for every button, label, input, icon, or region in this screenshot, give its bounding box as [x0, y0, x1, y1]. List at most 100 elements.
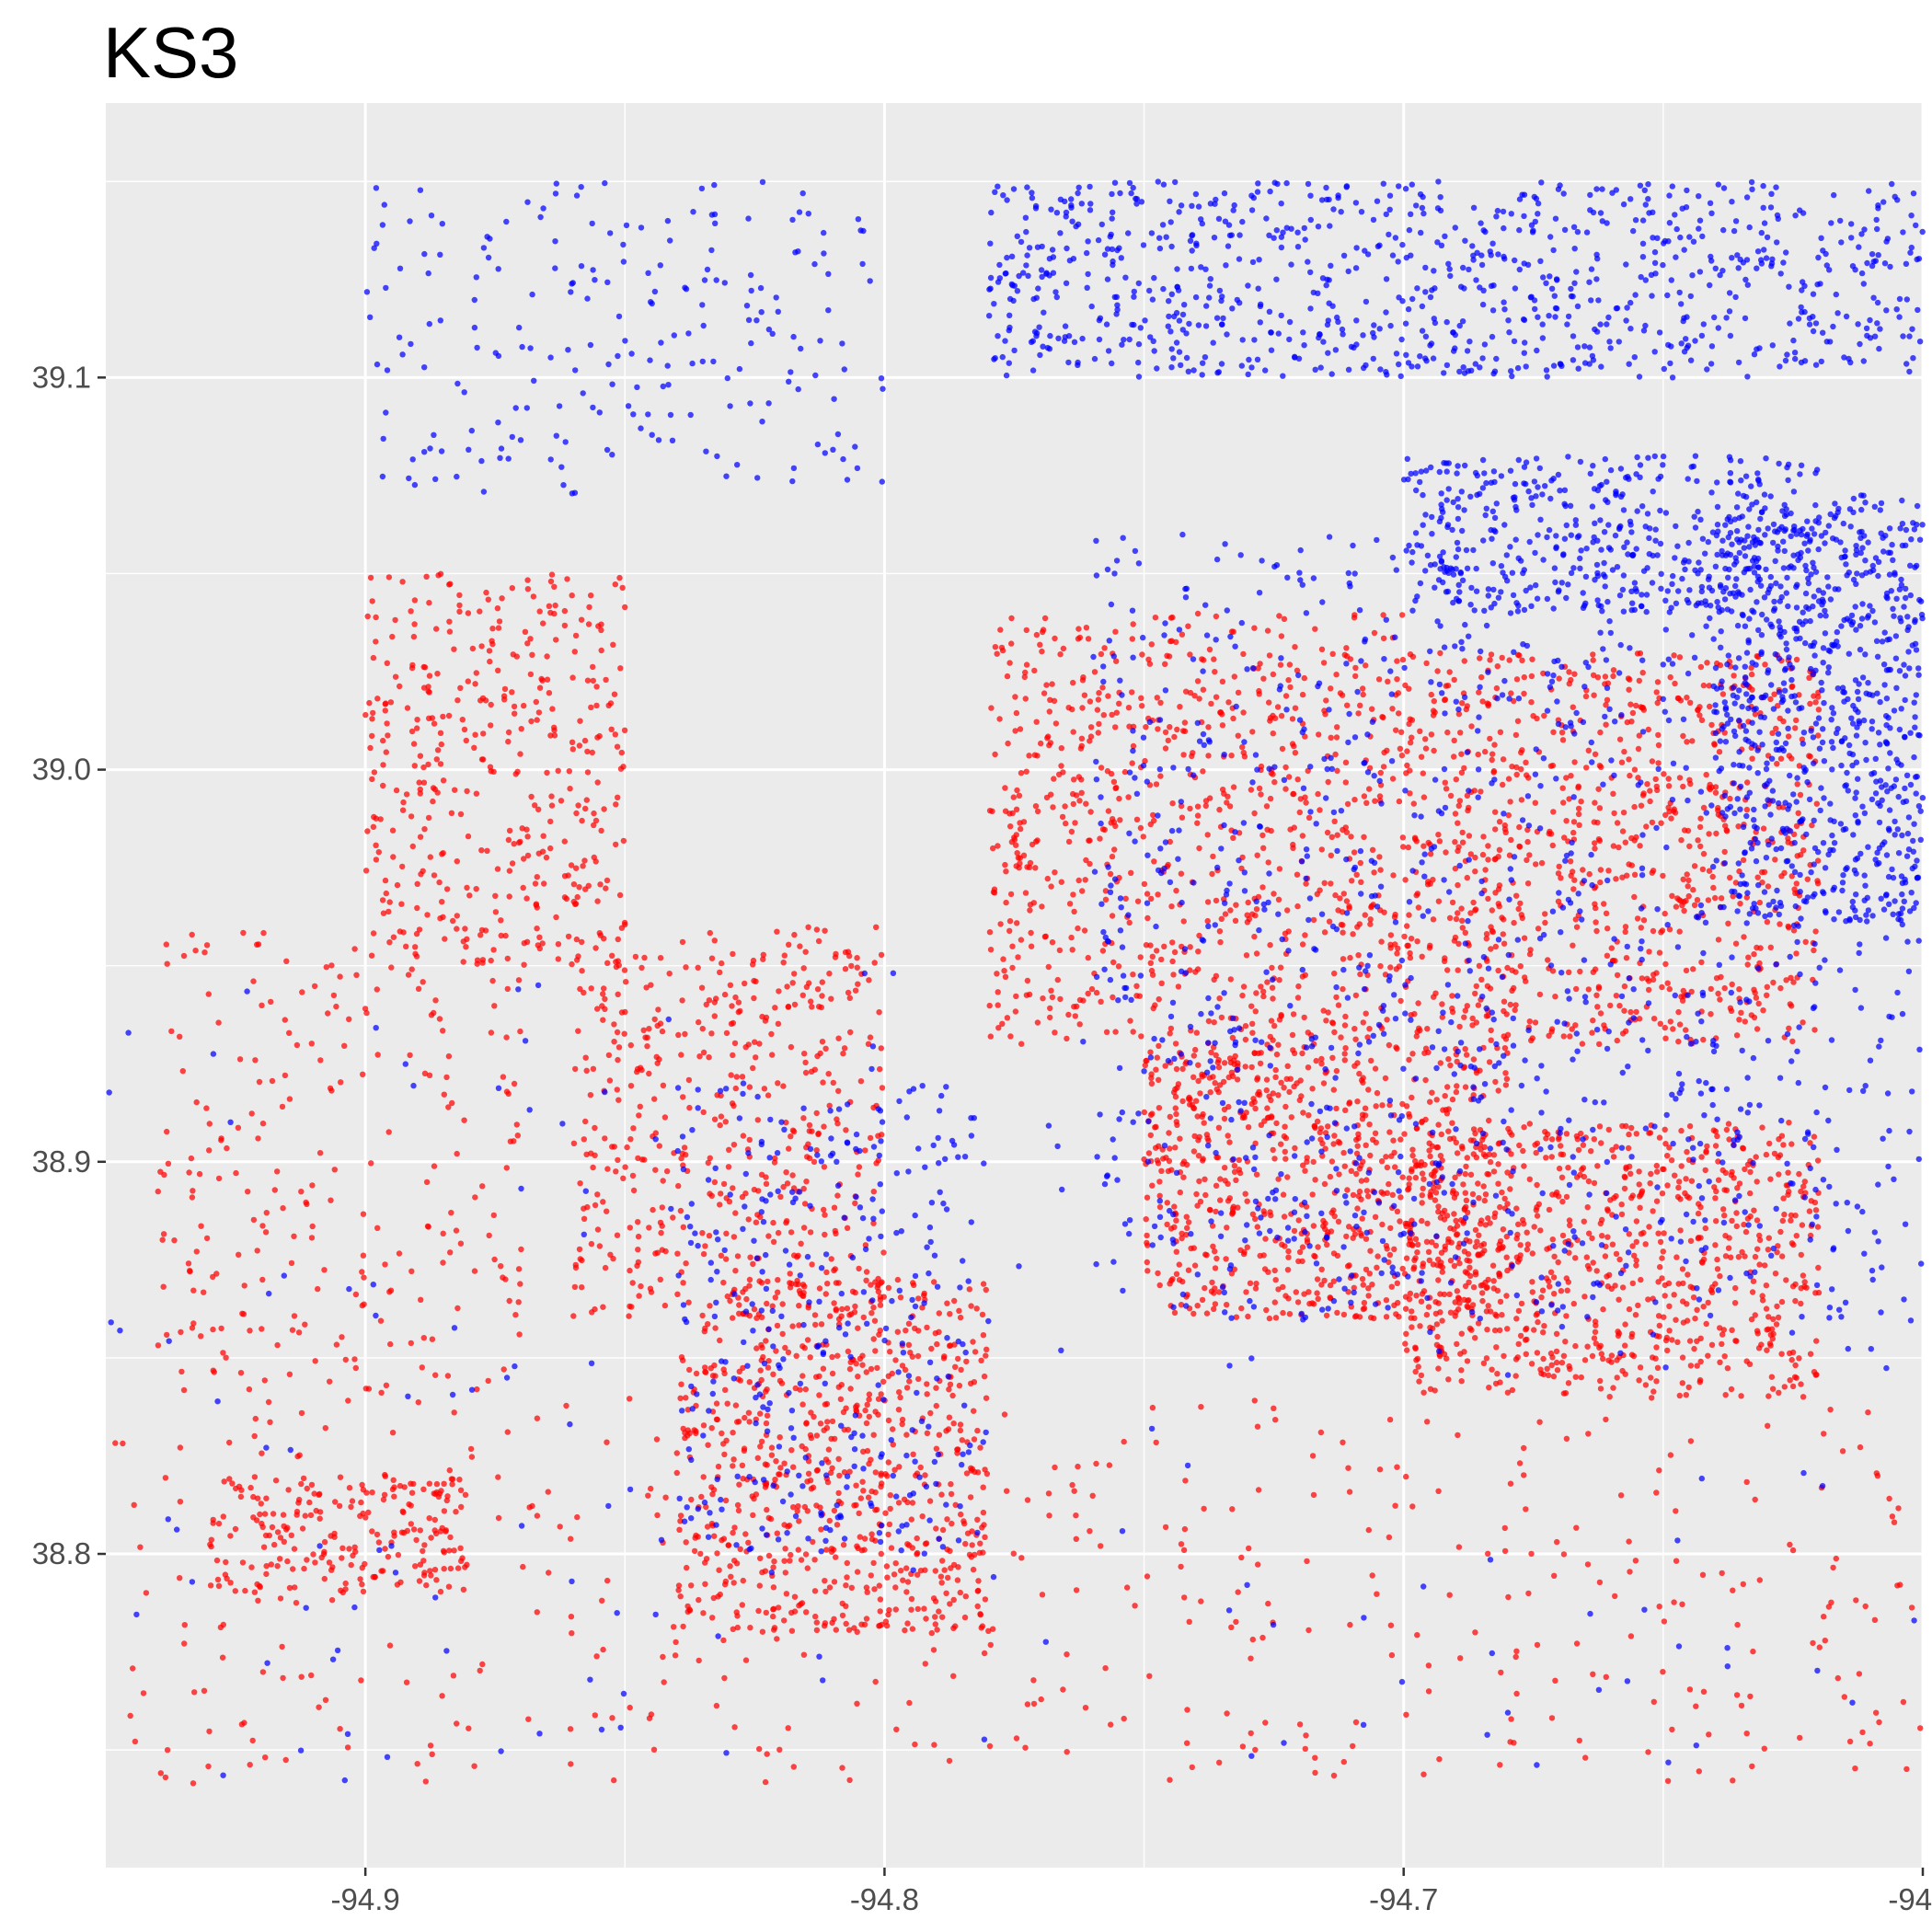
data-point	[1490, 1152, 1498, 1158]
data-point	[653, 1053, 660, 1061]
data-point	[1755, 1345, 1763, 1351]
data-point	[446, 618, 453, 625]
data-point	[825, 1459, 832, 1466]
data-point	[1195, 1062, 1202, 1068]
data-point	[1172, 1144, 1179, 1151]
data-point	[641, 954, 648, 961]
data-point	[1083, 857, 1089, 864]
data-point	[1239, 743, 1246, 751]
data-point	[1270, 771, 1276, 777]
data-point	[1660, 872, 1666, 880]
data-point	[1252, 1215, 1259, 1223]
data-point	[963, 1358, 970, 1365]
data-point	[760, 956, 766, 962]
data-point	[1052, 1029, 1058, 1036]
data-point	[1574, 1136, 1581, 1143]
data-point	[1363, 1266, 1370, 1273]
data-point	[840, 1051, 846, 1057]
data-point	[1389, 1191, 1397, 1199]
data-point	[1492, 826, 1499, 833]
data-point	[1486, 1059, 1493, 1065]
data-point	[1458, 1330, 1466, 1337]
data-point	[822, 1231, 828, 1238]
data-point	[1175, 1081, 1182, 1087]
data-point	[818, 1526, 824, 1533]
data-point	[593, 702, 600, 709]
data-point	[1087, 809, 1094, 815]
data-point	[1342, 1013, 1349, 1020]
data-point	[735, 1507, 742, 1514]
data-point	[1753, 1154, 1759, 1160]
data-point	[1422, 1076, 1429, 1084]
data-point	[823, 1547, 830, 1553]
data-point	[1599, 1233, 1605, 1239]
data-point	[908, 1595, 915, 1603]
data-point	[1201, 1120, 1207, 1126]
data-point	[851, 1625, 857, 1631]
data-point	[1212, 1265, 1219, 1271]
data-point	[1299, 1050, 1305, 1057]
data-point	[1628, 1124, 1635, 1132]
data-point	[1286, 1311, 1294, 1317]
data-point	[798, 1240, 804, 1248]
data-point	[1686, 843, 1693, 849]
data-point	[1301, 1291, 1307, 1297]
data-point	[1172, 1041, 1179, 1047]
data-point	[1488, 651, 1495, 658]
data-point	[615, 1097, 622, 1103]
data-point	[1413, 1293, 1420, 1299]
data-point	[1812, 1207, 1820, 1213]
data-point	[1409, 1094, 1415, 1101]
data-point	[1282, 764, 1289, 771]
data-point	[1270, 1037, 1276, 1043]
data-point	[1594, 1163, 1601, 1169]
data-point	[433, 1480, 441, 1488]
data-point	[1251, 933, 1258, 940]
data-point	[829, 1418, 836, 1425]
data-point	[638, 1282, 644, 1290]
data-point	[1278, 712, 1285, 719]
data-point	[1072, 1013, 1079, 1019]
data-point	[1368, 1314, 1374, 1321]
data-point	[859, 1362, 866, 1368]
data-point	[1438, 1131, 1445, 1138]
data-point	[1029, 841, 1036, 848]
data-point	[521, 961, 527, 968]
data-point	[1558, 1174, 1566, 1181]
data-point	[717, 1337, 723, 1344]
data-point	[1186, 1094, 1192, 1101]
data-point	[1497, 1203, 1503, 1211]
data-point	[1765, 883, 1772, 890]
data-point	[1403, 1330, 1409, 1338]
data-point	[1485, 843, 1491, 849]
data-point	[1388, 1283, 1396, 1290]
data-point	[746, 1136, 753, 1144]
data-point	[1266, 699, 1272, 706]
data-point	[1774, 761, 1780, 767]
data-point	[1724, 1365, 1731, 1372]
data-point	[1155, 1270, 1161, 1277]
data-point	[359, 1581, 365, 1588]
data-point	[886, 1606, 892, 1614]
data-point	[1184, 1292, 1190, 1298]
data-point	[717, 1121, 723, 1129]
data-point	[569, 960, 575, 968]
data-point	[1601, 901, 1607, 907]
data-point	[373, 815, 379, 822]
data-point	[968, 1303, 974, 1309]
data-point	[596, 732, 603, 740]
data-point	[863, 1369, 869, 1375]
data-point	[459, 717, 466, 723]
data-point	[720, 1279, 727, 1286]
data-point	[664, 1167, 671, 1175]
data-point	[945, 1574, 951, 1581]
data-point	[946, 1414, 953, 1420]
data-point	[903, 1589, 910, 1595]
data-point	[1180, 752, 1187, 758]
data-point	[722, 1119, 729, 1125]
data-point	[732, 994, 739, 1001]
data-point	[1789, 683, 1796, 690]
data-point	[1266, 1093, 1272, 1099]
data-point	[1763, 1305, 1770, 1312]
data-point	[1653, 783, 1661, 790]
